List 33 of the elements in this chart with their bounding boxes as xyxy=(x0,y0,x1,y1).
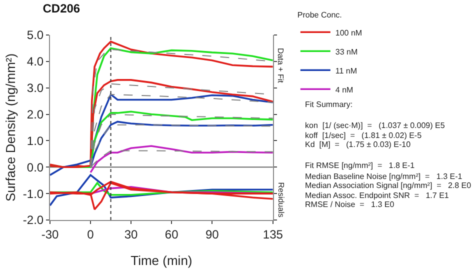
x-tick-label: -30 xyxy=(41,227,59,242)
text: Residuals xyxy=(276,182,286,218)
y-tick-label: -1.0 xyxy=(22,186,44,201)
x-tick-label: 30 xyxy=(124,227,138,242)
chart-title: CD206 xyxy=(42,1,80,16)
y-axis-title: Surface Density (ng/mm²) xyxy=(2,53,18,202)
legend-title: Probe Conc. xyxy=(297,10,342,20)
legend-label: 4 nM xyxy=(335,85,354,94)
text: koff [1/sec] = (1.81 ± 0.02) E-5 xyxy=(305,131,422,140)
text: Fit Summary: xyxy=(305,100,353,109)
y-tick-label: 4.0 xyxy=(26,54,44,69)
text: Median Baseline Noise [ng/mm²] = 1.3 E-1 xyxy=(305,172,463,181)
text: Median Assoc. Endpoint SNR = 1.7 E1 xyxy=(305,191,450,200)
y-tick-label: 2.0 xyxy=(26,107,44,122)
text: Fit RMSE [ng/mm²] = 1.8 E-1 xyxy=(305,161,416,170)
y-tick-label: 1.0 xyxy=(26,134,44,148)
x-tick-label: 0 xyxy=(87,227,94,242)
y-tick-label: 3.0 xyxy=(26,81,44,96)
text: RMSE / Noise = 1.3 E0 xyxy=(305,200,395,209)
legend-label: 33 nM xyxy=(335,47,358,56)
text: kon [1/ (sec·M)] = (1.037 ± 0.009) E5 xyxy=(305,121,446,130)
x-tick-label: 90 xyxy=(205,227,220,242)
x-axis-title: Time (min) xyxy=(130,253,192,268)
y-tick-label: 0.0 xyxy=(26,160,44,174)
x-tick-label: 135 xyxy=(262,227,284,242)
x-tick-label: 60 xyxy=(164,227,179,242)
legend-label: 11 nM xyxy=(335,66,358,76)
text: Kd [M] = (1.75 ± 0.03) E-10 xyxy=(305,140,412,149)
y-tick-label: 5.0 xyxy=(26,28,44,42)
y-tick-label: -2.0 xyxy=(22,213,44,228)
legend-label: 100 nM xyxy=(335,28,362,38)
text: Median Association Signal [ng/mm²] = 2.8 E0 xyxy=(305,181,472,190)
text: Data + Fit xyxy=(276,48,286,84)
